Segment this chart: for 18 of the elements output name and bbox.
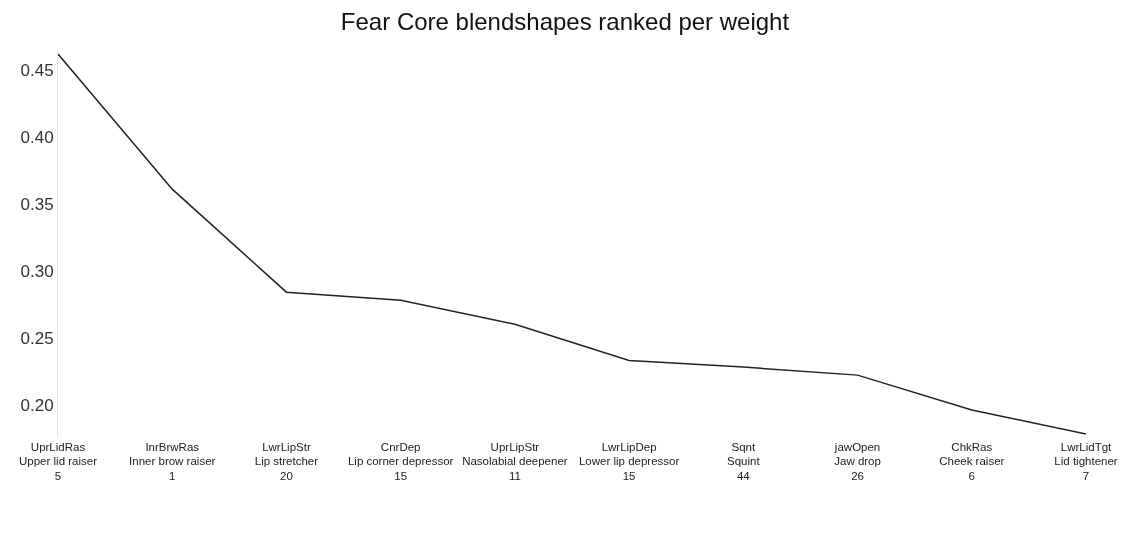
- line-series: [58, 53, 1086, 435]
- x-tick-label: CnrDep Lip corner depressor 15: [347, 440, 454, 483]
- x-tick-label: LwrLipDep Lower lip depressor 15: [578, 440, 680, 483]
- x-tick-label: Sqnt Squint 44: [727, 440, 761, 483]
- x-tick-label: LwrLipStr Lip stretcher 20: [254, 440, 319, 483]
- x-tick-label: UprLidRas Upper lid raiser 5: [19, 440, 98, 483]
- y-tick-label: 0.45: [20, 61, 54, 81]
- y-tick-label: 0.40: [20, 127, 54, 147]
- x-tick-label: UprLipStr Nasolabial deepener 11: [462, 440, 568, 483]
- y-tick-label: 0.35: [20, 194, 54, 214]
- x-tick-label: jawOpen Jaw drop 26: [833, 440, 881, 483]
- x-tick-label: InrBrwRas Inner brow raiser 1: [129, 440, 216, 483]
- x-tick-label: LwrLidTgt Lid tightener 7: [1054, 440, 1118, 483]
- x-tick-label: ChkRas Cheek raiser 6: [939, 440, 1005, 483]
- y-tick-label: 0.25: [20, 328, 54, 348]
- y-tick-label: 0.30: [20, 261, 54, 281]
- y-tick-label: 0.20: [20, 395, 54, 415]
- chart-title: Fear Core blendshapes ranked per weight: [340, 8, 790, 36]
